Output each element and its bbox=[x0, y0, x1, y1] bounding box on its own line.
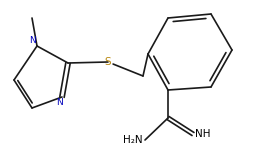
Text: S: S bbox=[105, 57, 111, 67]
Text: N: N bbox=[56, 98, 63, 107]
Text: H₂N: H₂N bbox=[123, 135, 143, 145]
Text: N: N bbox=[29, 36, 36, 45]
Text: NH: NH bbox=[195, 129, 210, 139]
